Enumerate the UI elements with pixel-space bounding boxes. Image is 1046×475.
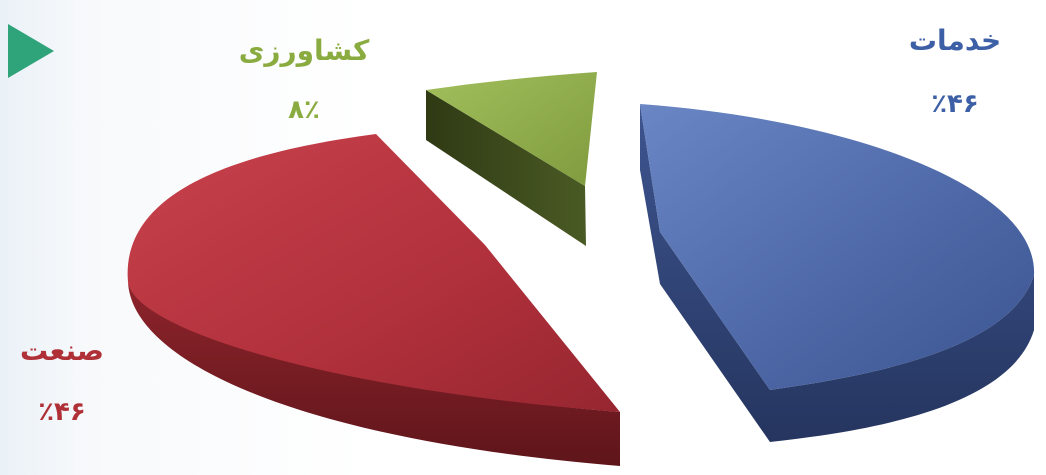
pie-slice-services	[640, 104, 1035, 442]
pie-slice-agriculture-top	[426, 72, 597, 186]
pie-slice-agriculture-side	[426, 90, 586, 246]
label-services: خدمات	[909, 24, 1001, 57]
pie-slice-industry	[127, 134, 620, 466]
pie-slice-services-side	[640, 104, 1034, 442]
play-arrow-icon	[8, 24, 54, 78]
pie-slice-industry-top	[127, 134, 620, 412]
pie-slice-industry-side	[128, 282, 620, 466]
label-agriculture: کشاورزی	[239, 34, 370, 67]
pie-slice-services-top	[640, 104, 1035, 390]
value-agriculture: ۸٪	[288, 95, 320, 125]
value-industry: ٪۴۶	[38, 397, 86, 427]
label-industry: صنعت	[20, 334, 104, 367]
pie-slice-agriculture	[426, 72, 597, 246]
value-services: ٪۴۶	[931, 89, 979, 119]
